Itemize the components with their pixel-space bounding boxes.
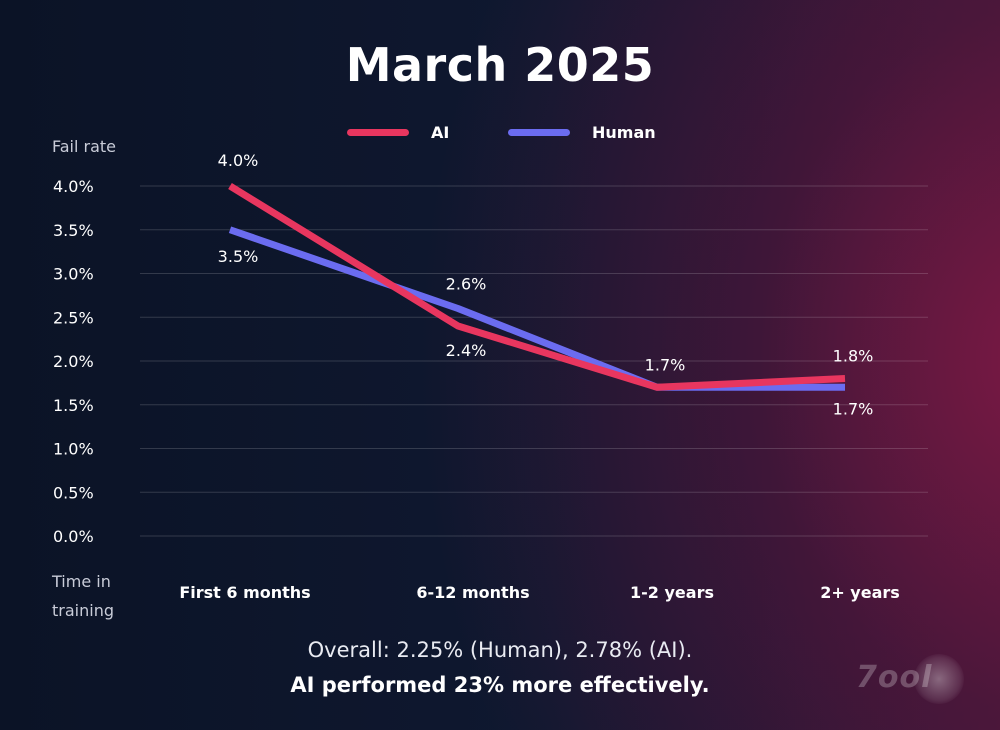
- y-tick-label: 0.0%: [53, 527, 94, 546]
- data-label-ai: 4.0%: [218, 151, 259, 170]
- data-label-human: 2.6%: [446, 275, 487, 294]
- legend-item-ai: AI: [347, 120, 449, 144]
- data-label-ai: 1.7%: [645, 355, 686, 374]
- legend-swatch-ai: [347, 128, 409, 136]
- y-axis-heading: Fail rate: [52, 137, 117, 156]
- data-label-ai: 2.4%: [446, 341, 487, 360]
- y-tick-label: 3.0%: [53, 265, 94, 284]
- series-line-human: [228, 226, 845, 391]
- x-axis-heading-line-2: training: [52, 601, 114, 620]
- chart-legend: AI Human: [0, 120, 1000, 144]
- data-label-human: 3.5%: [218, 247, 259, 266]
- legend-label-ai: AI: [431, 122, 450, 142]
- y-tick-label: 1.5%: [53, 396, 94, 415]
- watermark-logo: 7ool: [848, 654, 964, 708]
- conclusion-text: AI performed 23% more effectively.: [290, 673, 710, 697]
- x-axis-heading-line-1: Time in: [52, 572, 111, 591]
- legend-label-human: Human: [592, 122, 656, 142]
- y-tick-label: 3.5%: [53, 221, 94, 240]
- chart-title: March 2025: [345, 38, 655, 92]
- y-tick-label: 2.0%: [53, 352, 94, 371]
- overall-summary: Overall: 2.25% (Human), 2.78% (AI).: [307, 638, 693, 662]
- x-tick-label: First 6 months: [179, 583, 310, 602]
- data-label-ai: 1.8%: [833, 347, 874, 366]
- watermark-text: 7ool: [856, 660, 933, 695]
- y-tick-label: 1.0%: [53, 440, 94, 459]
- x-tick-label: 1-2 years: [630, 583, 714, 602]
- x-tick-label: 2+ years: [820, 583, 900, 602]
- data-label-human: 1.7%: [833, 399, 874, 418]
- legend-item-human: Human: [508, 120, 656, 144]
- y-tick-label: 4.0%: [53, 177, 94, 196]
- splat-logo-icon: [914, 654, 964, 704]
- x-tick-label: 6-12 months: [416, 583, 529, 602]
- y-tick-label: 0.5%: [53, 483, 94, 502]
- x-axis-heading: Time in training: [52, 567, 114, 625]
- series-line-ai: [228, 183, 846, 391]
- y-tick-label: 2.5%: [53, 308, 94, 327]
- legend-swatch-human: [508, 128, 570, 136]
